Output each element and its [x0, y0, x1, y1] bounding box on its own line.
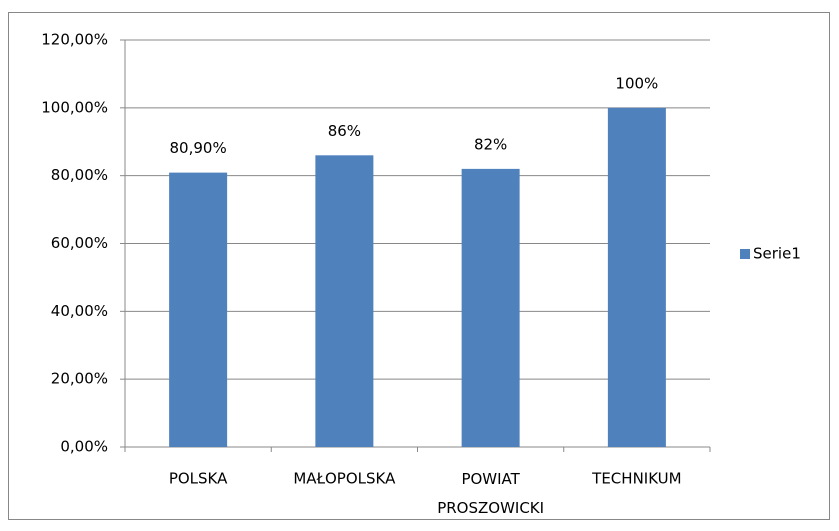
data-label: 82% — [474, 135, 507, 153]
x-tick-label: MAŁOPOLSKA — [293, 470, 396, 488]
data-label: 86% — [328, 122, 361, 140]
y-tick-label: 80,00% — [51, 166, 108, 184]
data-label: 100% — [615, 74, 658, 92]
y-tick-label: 40,00% — [51, 302, 108, 320]
bar — [315, 155, 374, 448]
bar — [607, 107, 666, 447]
x-tick-label: POLSKA — [169, 470, 228, 488]
x-tick-label: TECHNIKUM — [591, 470, 681, 488]
chart-border — [8, 12, 830, 520]
y-tick-label: 120,00% — [41, 31, 108, 49]
x-tick-label: POWIAT PROSZOWICKI — [437, 470, 544, 517]
y-tick-label: 20,00% — [51, 370, 108, 388]
legend-label: Serie1 — [753, 245, 801, 263]
data-label: 80,90% — [170, 139, 227, 157]
y-tick-label: 60,00% — [51, 234, 108, 252]
bar — [461, 168, 520, 447]
legend-swatch — [740, 249, 750, 259]
y-tick-label: 100,00% — [41, 98, 108, 116]
y-tick-label: 0,00% — [60, 438, 108, 456]
bar — [169, 172, 228, 447]
